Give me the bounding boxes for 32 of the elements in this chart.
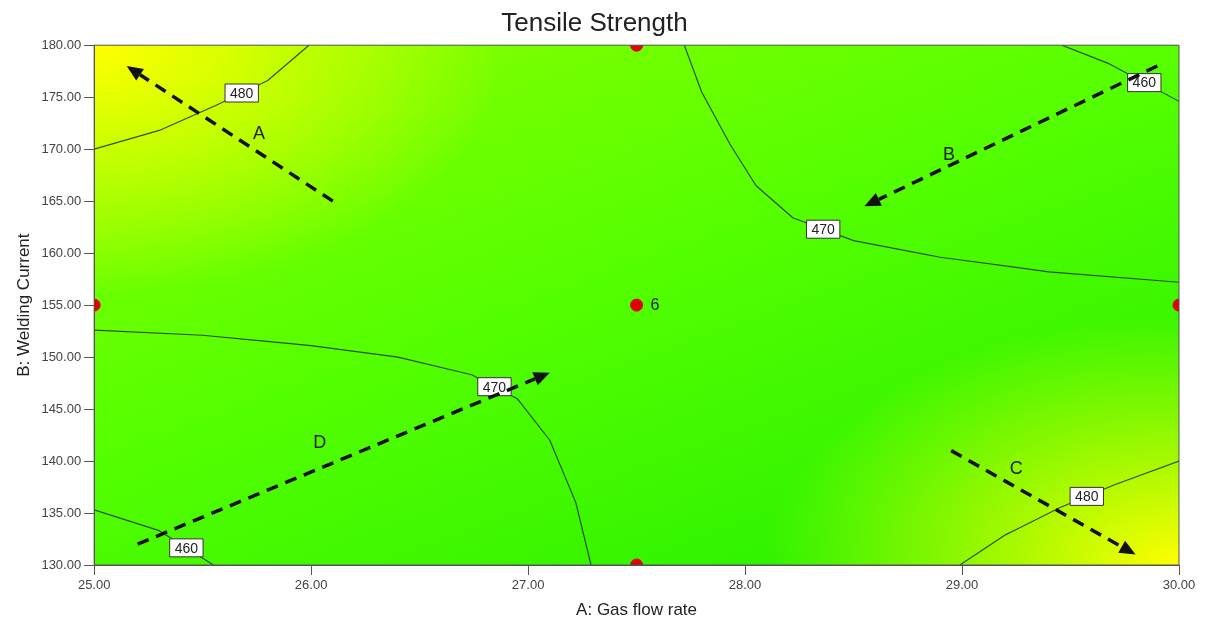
y-tick-label: 150.00: [41, 348, 82, 364]
y-tick-label: 175.00: [41, 88, 82, 104]
annotation: C: [1009, 458, 1023, 479]
x-tick-label: 25.00: [77, 577, 111, 593]
annotation: B: [943, 144, 956, 165]
y-tick-label: 170.00: [41, 140, 82, 156]
y-tick-label: 135.00: [41, 504, 82, 520]
annotation: A: [253, 122, 266, 143]
point: [630, 298, 644, 312]
series-label: 480: [1075, 488, 1099, 505]
x-tick-label: 30.00: [1162, 577, 1196, 593]
y-tick-label: 130.00: [41, 556, 82, 572]
x-tick-label: 28.00: [728, 577, 762, 593]
series-label: 460: [174, 539, 199, 556]
annotation: 6: [650, 295, 660, 313]
y-tick-label: 155.00: [41, 296, 82, 312]
y-tick-label: 165.00: [41, 192, 82, 208]
series-label: 480: [230, 84, 254, 101]
series-label: 470: [482, 378, 507, 395]
x-axis-title: A: Gas flow rate: [576, 600, 698, 620]
y-tick-label: 160.00: [41, 244, 82, 260]
chart-title: Tensile Strength: [501, 6, 688, 37]
series-label: 470: [811, 221, 836, 238]
x-tick-label: 27.00: [511, 577, 545, 593]
y-tick-label: 145.00: [41, 400, 82, 416]
x-tick-label: 29.00: [945, 577, 979, 593]
series-label: 460: [1132, 74, 1157, 91]
y-axis-title: B: Welding Current: [13, 233, 33, 377]
y-tick-label: 140.00: [41, 452, 82, 468]
annotation: D: [313, 432, 327, 453]
x-tick-label: 26.00: [294, 577, 328, 593]
y-tick-label: 180.00: [41, 36, 82, 52]
